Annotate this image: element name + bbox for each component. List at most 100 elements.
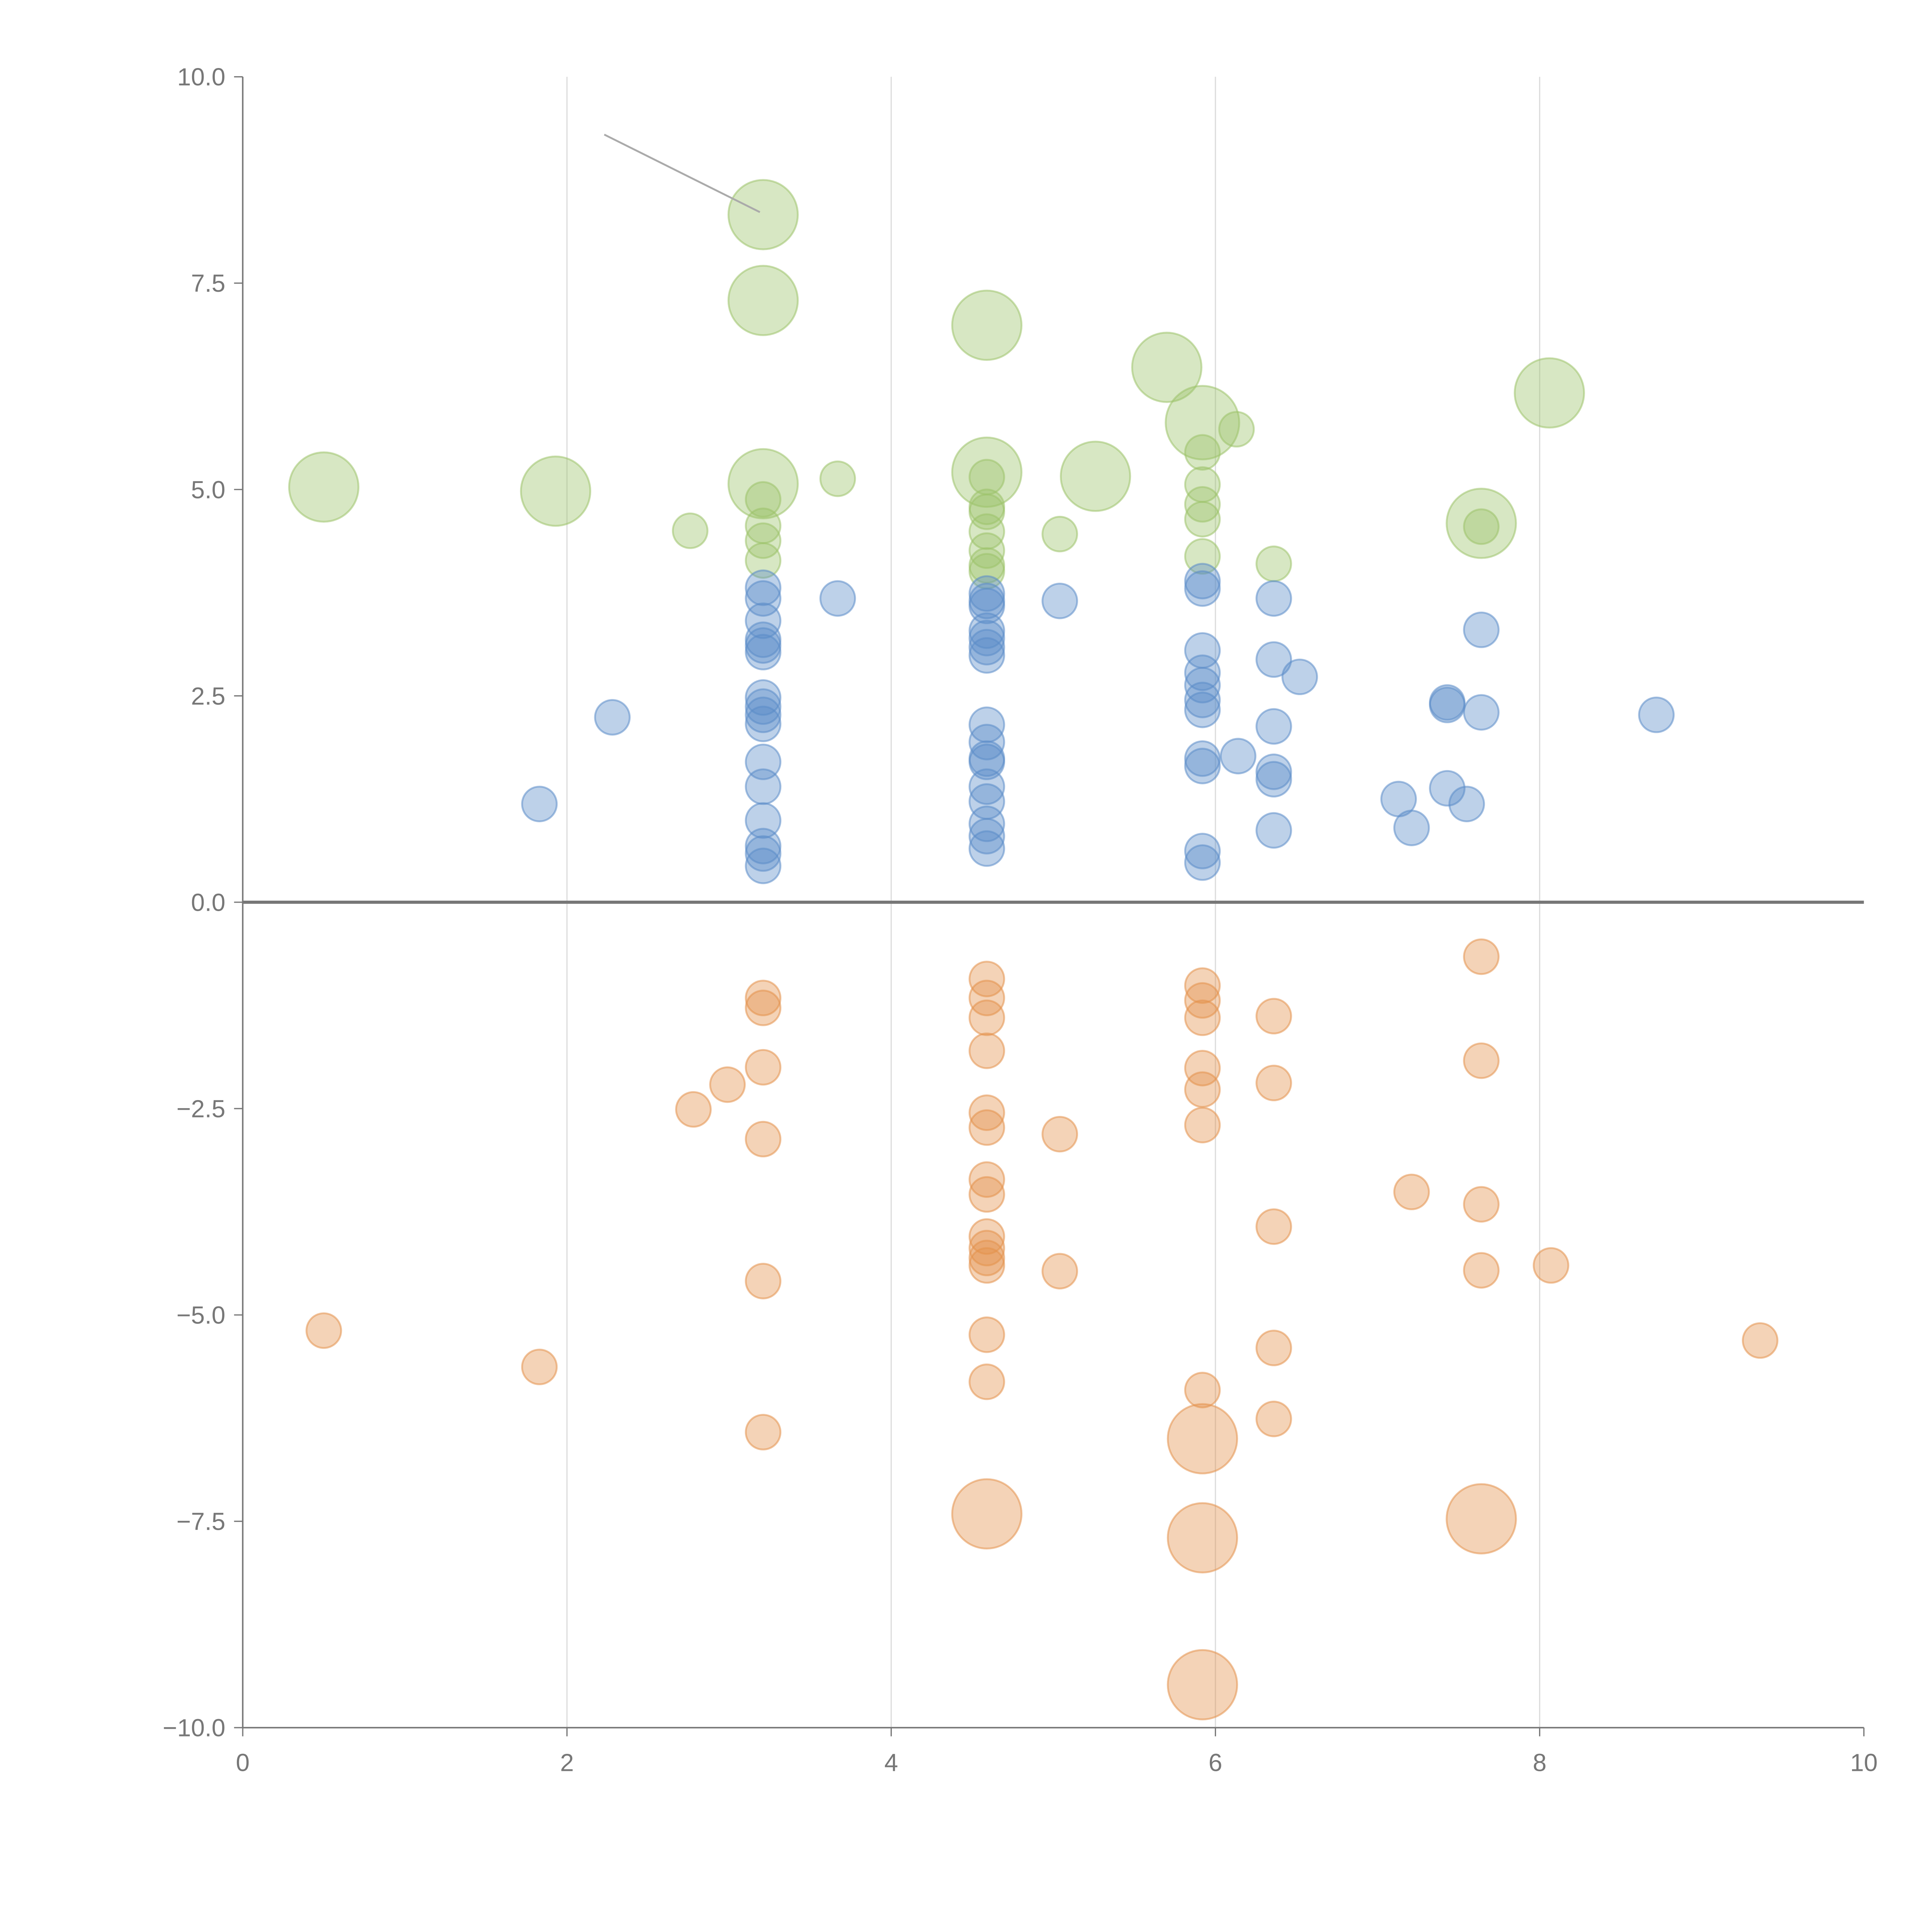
green-bubble bbox=[1060, 440, 1131, 512]
blue-bubble bbox=[1219, 738, 1257, 775]
blue-bubble bbox=[745, 580, 782, 617]
blue-bubble bbox=[521, 786, 558, 823]
orange-bubble bbox=[1532, 1247, 1570, 1284]
blue-bubble bbox=[1638, 696, 1675, 733]
blue-bubble bbox=[745, 802, 782, 839]
blue-bubble bbox=[1448, 786, 1485, 823]
green-bubble bbox=[1514, 357, 1585, 429]
orange-bubble bbox=[1255, 1065, 1292, 1102]
green-bubble bbox=[968, 493, 1005, 530]
blue-bubble bbox=[1281, 658, 1318, 696]
orange-bubble bbox=[1167, 1403, 1238, 1475]
blue-bubble bbox=[745, 634, 782, 670]
green-bubble bbox=[727, 265, 799, 336]
orange-bubble bbox=[1393, 1173, 1430, 1211]
blue-bubble bbox=[968, 818, 1005, 855]
orange-bubble bbox=[1184, 1372, 1221, 1408]
green-bubble bbox=[745, 481, 782, 518]
orange-bubble bbox=[1255, 998, 1292, 1035]
orange-bubble bbox=[1041, 1253, 1078, 1290]
green-bubble bbox=[1218, 411, 1255, 448]
blue-bubble bbox=[968, 637, 1005, 674]
blue-bubble bbox=[1255, 812, 1292, 849]
orange-bubble bbox=[968, 999, 1005, 1036]
blue-bubble bbox=[1255, 580, 1292, 617]
blue-bubble bbox=[1184, 691, 1221, 728]
blue-bubble bbox=[1041, 582, 1078, 619]
orange-bubble bbox=[745, 990, 782, 1026]
green-bubble bbox=[1463, 508, 1500, 545]
blue-bubble bbox=[745, 835, 782, 872]
y-tick-label: −10.0 bbox=[163, 1714, 225, 1742]
blue-bubble bbox=[745, 706, 782, 742]
green-bubble bbox=[745, 542, 782, 579]
orange-bubble bbox=[968, 961, 1005, 997]
green-bubble bbox=[1255, 545, 1292, 582]
blue-bubble bbox=[745, 743, 782, 781]
blue-bubble bbox=[745, 696, 782, 733]
blue-bubble bbox=[968, 587, 1005, 624]
blue-bubble bbox=[1184, 654, 1221, 691]
orange-bubble bbox=[745, 1049, 782, 1086]
blue-bubble bbox=[594, 699, 631, 736]
orange-bubble bbox=[968, 980, 1005, 1017]
green-bubble bbox=[1165, 385, 1240, 461]
blue-bubble bbox=[1429, 687, 1466, 723]
orange-bubble bbox=[709, 1066, 746, 1103]
y-tick-label: 5.0 bbox=[191, 476, 225, 503]
bubbles-layer bbox=[288, 179, 1779, 1721]
y-tick-label: −7.5 bbox=[177, 1508, 226, 1536]
blue-bubble bbox=[1429, 770, 1466, 807]
orange-bubble bbox=[1255, 1330, 1292, 1366]
orange-bubble bbox=[968, 1218, 1005, 1255]
blue-bubble bbox=[745, 828, 782, 864]
orange-bubble bbox=[1184, 967, 1221, 1004]
orange-bubble bbox=[1184, 999, 1221, 1036]
annotation-line bbox=[604, 134, 760, 213]
orange-bubble bbox=[968, 1161, 1005, 1198]
orange-bubble bbox=[1041, 1116, 1078, 1153]
blue-bubble bbox=[968, 830, 1005, 867]
y-tick-label: 0.0 bbox=[191, 888, 225, 916]
orange-bubble bbox=[521, 1349, 558, 1385]
x-tick-label: 2 bbox=[560, 1748, 574, 1776]
green-bubble bbox=[672, 512, 709, 549]
blue-bubble bbox=[745, 847, 782, 884]
blue-bubble bbox=[1184, 682, 1221, 718]
blue-bubble bbox=[1255, 641, 1292, 678]
blue-bubble bbox=[968, 768, 1005, 805]
orange-bubble bbox=[968, 1316, 1005, 1353]
green-bubble bbox=[1131, 332, 1202, 403]
x-tick-label: 10 bbox=[1850, 1748, 1878, 1776]
orange-bubble bbox=[745, 1263, 782, 1299]
orange-bubble bbox=[968, 1094, 1005, 1131]
y-tick-label: −5.0 bbox=[177, 1301, 226, 1329]
x-tick-label: 0 bbox=[236, 1748, 250, 1776]
green-bubble bbox=[727, 179, 799, 250]
x-tick-label: 6 bbox=[1209, 1748, 1223, 1776]
y-tick-label: −2.5 bbox=[177, 1095, 226, 1122]
orange-bubble bbox=[968, 1363, 1005, 1400]
green-bubble bbox=[1184, 501, 1221, 538]
orange-bubble bbox=[968, 1176, 1005, 1213]
orange-bubble bbox=[951, 1478, 1023, 1550]
orange-bubble bbox=[968, 1240, 1005, 1276]
green-bubble bbox=[951, 436, 1023, 508]
blue-bubble bbox=[1255, 761, 1292, 798]
green-bubble bbox=[1184, 434, 1221, 471]
blue-bubble bbox=[968, 743, 1005, 781]
green-bubble bbox=[745, 522, 782, 559]
x-tick-label: 4 bbox=[884, 1748, 898, 1776]
green-bubble bbox=[968, 532, 1005, 569]
y-tick-label: 2.5 bbox=[191, 682, 225, 710]
blue-bubble bbox=[1393, 810, 1430, 846]
blue-bubble bbox=[1255, 708, 1292, 745]
orange-bubble bbox=[1463, 938, 1500, 975]
green-bubble bbox=[1446, 488, 1517, 559]
orange-bubble bbox=[1446, 1483, 1517, 1554]
blue-bubble bbox=[1463, 694, 1500, 731]
blue-bubble bbox=[1184, 563, 1221, 600]
green-bubble bbox=[819, 460, 856, 497]
orange-bubble bbox=[1742, 1322, 1779, 1359]
